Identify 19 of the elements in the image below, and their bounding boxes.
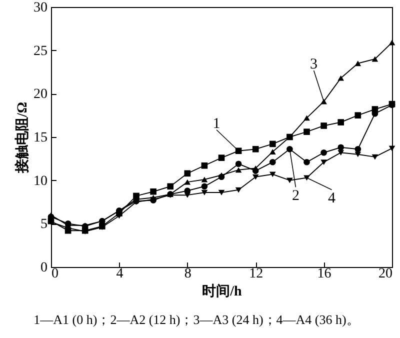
text: 1—A1 (0 h)；2—A2 (12 h)；3—A3 (24 h)；4—A4 (36 h)。 [34, 312, 360, 327]
x-tick-label: 12 [249, 266, 264, 282]
x-tick-label: 16 [317, 266, 332, 282]
series-label: 1 [212, 116, 220, 132]
y-tick-label: 10 [34, 174, 48, 189]
series-label: 2 [292, 188, 300, 204]
y-tick-label: 20 [34, 87, 48, 102]
y-tick-label: 25 [34, 44, 48, 59]
y-tick-label: 5 [40, 217, 48, 232]
y-tick-label: 30 [34, 0, 48, 16]
y-axis-title: 接触电阻/Ω [14, 102, 30, 174]
x-tick-label: 20 [378, 266, 392, 282]
series-label: 3 [310, 56, 318, 72]
legend-label: 4 [328, 190, 336, 207]
y-tick-label: 15 [34, 130, 48, 146]
x-axis-title: 时间/h [202, 284, 242, 300]
x-tick-label: 8 [184, 266, 192, 282]
x-tick-label: 4 [116, 266, 124, 282]
x-tick-label: 0 [52, 266, 58, 282]
